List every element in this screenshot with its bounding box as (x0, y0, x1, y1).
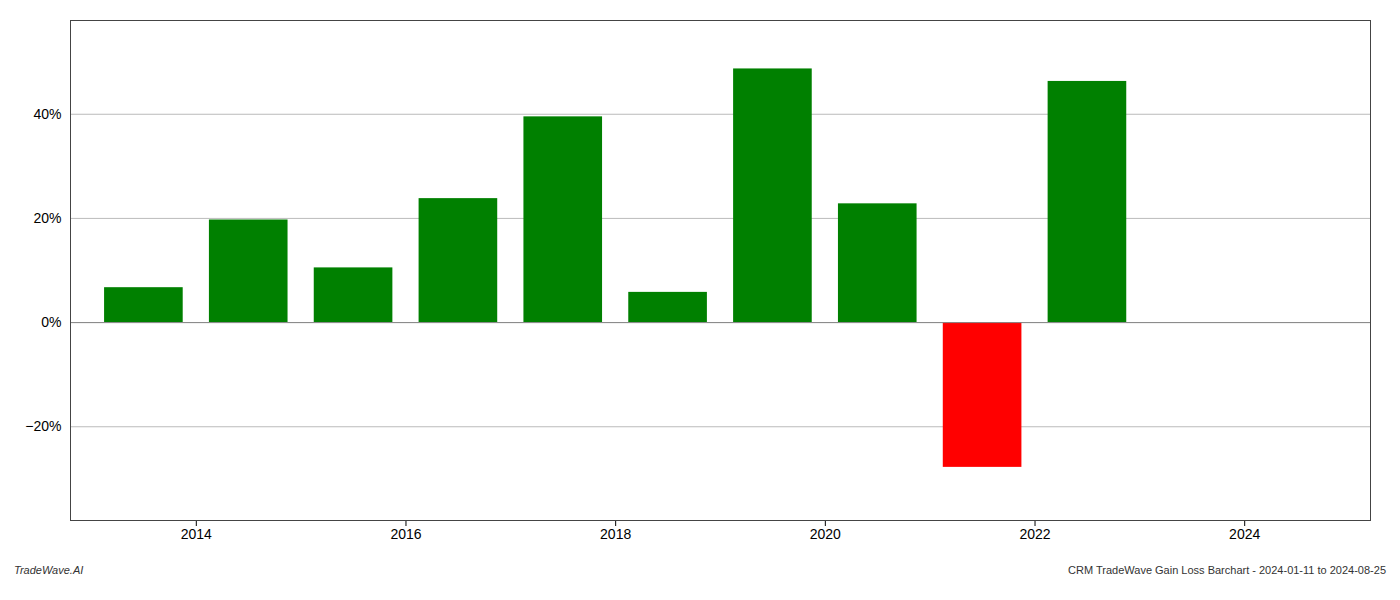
html-text:CRM TradeWave Gain Loss Barcha: CRM TradeWave Gain Loss Barchart - 2024-… (1068, 564, 1386, 576)
svg-text:2022: 2022 (1019, 526, 1050, 542)
svg-text:20%: 20% (33, 210, 61, 226)
svg-text:2014: 2014 (181, 526, 212, 542)
svg-text:40%: 40% (33, 106, 61, 122)
svg-text:−20%: −20% (25, 418, 61, 434)
svg-text:2016: 2016 (390, 526, 421, 542)
html-text:TradeWave.AI: TradeWave.AI (14, 564, 84, 576)
svg-text:2020: 2020 (810, 526, 841, 542)
svg-text:2018: 2018 (600, 526, 631, 542)
svg-text:0%: 0% (41, 314, 61, 330)
svg-text:2024: 2024 (1229, 526, 1260, 542)
